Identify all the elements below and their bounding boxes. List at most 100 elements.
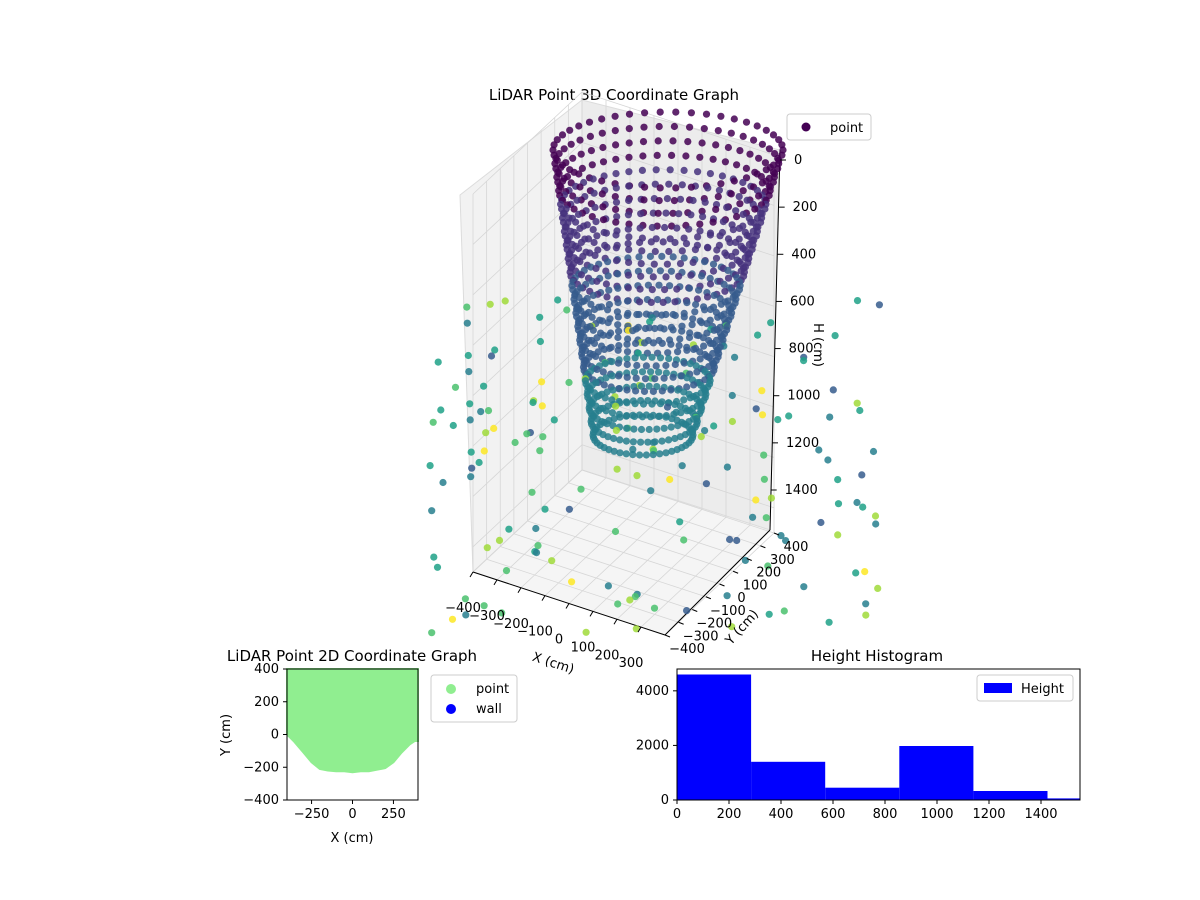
data-point bbox=[484, 407, 493, 415]
data-point bbox=[743, 196, 751, 204]
y-tick-label: −200 bbox=[243, 760, 279, 775]
data-point bbox=[690, 345, 698, 353]
y-axis-label-2d: Y (cm) bbox=[219, 714, 234, 757]
grid-line bbox=[472, 394, 583, 497]
data-point bbox=[785, 412, 793, 420]
data-point bbox=[601, 394, 609, 402]
y-tick-label: 100 bbox=[743, 578, 768, 593]
scatter-2d-chart: LiDAR Point 2D Coordinate Graph −250 0 250… bbox=[219, 647, 518, 846]
data-point bbox=[680, 166, 688, 174]
data-point bbox=[678, 181, 686, 189]
data-point bbox=[614, 299, 622, 307]
data-point bbox=[528, 488, 536, 496]
data-point bbox=[577, 485, 585, 493]
data-point bbox=[687, 211, 695, 219]
data-point bbox=[632, 339, 640, 347]
data-point bbox=[859, 503, 867, 511]
x-tick-label: 300 bbox=[619, 656, 644, 671]
data-point bbox=[616, 436, 624, 444]
data-point bbox=[598, 317, 607, 325]
data-point bbox=[668, 447, 676, 455]
data-point bbox=[636, 451, 644, 459]
data-point bbox=[761, 159, 770, 167]
data-point bbox=[610, 434, 618, 443]
data-point bbox=[613, 213, 621, 221]
data-point bbox=[656, 354, 665, 362]
data-point bbox=[733, 536, 741, 545]
data-point bbox=[683, 607, 691, 615]
data-point bbox=[685, 333, 694, 342]
data-point bbox=[826, 413, 834, 421]
x-axis-label-3d: X (cm) bbox=[530, 650, 576, 678]
data-point bbox=[601, 360, 609, 368]
data-point bbox=[604, 258, 612, 266]
data-point bbox=[631, 354, 639, 362]
data-point bbox=[641, 324, 650, 333]
legend-label-wall: wall bbox=[476, 702, 502, 717]
data-point bbox=[710, 291, 718, 299]
axis-ticks-3d: −400−300−200−1000100200300−400−300−200−1… bbox=[445, 153, 820, 671]
data-point bbox=[477, 408, 485, 416]
data-point bbox=[676, 518, 684, 526]
data-point bbox=[829, 386, 837, 394]
data-point bbox=[682, 152, 690, 160]
data-point bbox=[692, 300, 700, 309]
data-point bbox=[677, 409, 685, 417]
data-point bbox=[800, 583, 808, 591]
data-point bbox=[669, 137, 677, 145]
x-tick-label: 0 bbox=[555, 633, 563, 648]
data-point bbox=[625, 258, 633, 266]
data-point bbox=[645, 425, 653, 434]
data-point bbox=[698, 272, 706, 280]
data-point bbox=[658, 437, 666, 445]
data-point bbox=[825, 618, 833, 626]
data-point bbox=[612, 426, 621, 434]
data-point bbox=[678, 327, 686, 335]
data-point bbox=[622, 412, 630, 420]
data-point bbox=[603, 243, 611, 251]
data-point bbox=[623, 355, 631, 363]
data-point bbox=[625, 125, 633, 133]
data-point bbox=[599, 158, 608, 166]
data-point bbox=[680, 396, 688, 404]
data-point bbox=[701, 198, 709, 206]
y-tick bbox=[746, 558, 752, 561]
data-point bbox=[615, 385, 623, 393]
data-point bbox=[721, 287, 729, 295]
data-point bbox=[664, 349, 672, 357]
data-point bbox=[631, 593, 639, 601]
data-point bbox=[858, 471, 866, 479]
data-point bbox=[749, 513, 757, 521]
data-point bbox=[429, 418, 437, 426]
data-point bbox=[723, 203, 731, 211]
data-point bbox=[648, 223, 656, 232]
data-point bbox=[605, 331, 613, 340]
data-point bbox=[592, 218, 600, 226]
data-point bbox=[701, 306, 709, 314]
data-point bbox=[658, 311, 666, 319]
data-point bbox=[616, 413, 624, 421]
data-point bbox=[700, 125, 708, 133]
data-point bbox=[624, 335, 632, 343]
data-point bbox=[653, 151, 661, 159]
grid-line bbox=[581, 91, 775, 156]
data-point bbox=[641, 375, 650, 383]
data-point bbox=[585, 118, 594, 126]
data-point bbox=[689, 315, 697, 323]
data-point bbox=[824, 456, 832, 464]
data-point bbox=[637, 210, 645, 218]
x-tick bbox=[637, 626, 642, 633]
data-point bbox=[856, 406, 864, 415]
data-point bbox=[464, 351, 472, 360]
data-point bbox=[538, 402, 546, 410]
grid-line bbox=[472, 444, 583, 548]
data-point bbox=[728, 417, 737, 426]
data-point bbox=[629, 451, 637, 459]
data-point bbox=[591, 203, 599, 211]
data-point bbox=[680, 234, 688, 242]
data-point bbox=[645, 267, 654, 275]
data-point bbox=[636, 238, 644, 247]
data-point bbox=[702, 480, 711, 488]
data-point bbox=[625, 153, 633, 161]
data-point bbox=[640, 387, 649, 395]
